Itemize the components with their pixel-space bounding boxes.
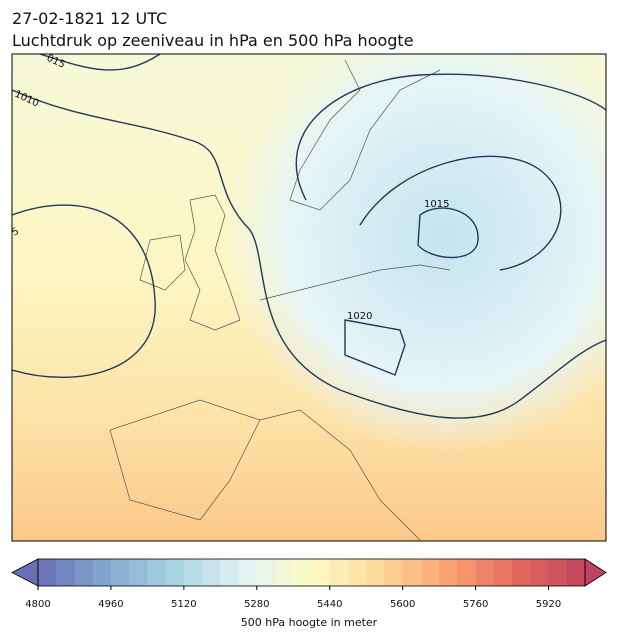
colorbar-tick-label: 5280: [244, 599, 269, 610]
colorbar-segment: [402, 559, 422, 586]
colorbar-segment: [38, 559, 57, 586]
colorbar: 4800 4960 5120 5280 5440 5600 5760 5920: [11, 558, 607, 610]
colorbar-segment: [238, 559, 258, 586]
colorbar-extend-high: [584, 558, 607, 587]
contour-label: 5: [10, 226, 21, 239]
colorbar-segment: [110, 559, 130, 586]
colorbar-segment: [202, 559, 221, 586]
colorbar-segment: [256, 559, 276, 586]
colorbar-segment: [129, 559, 148, 586]
colorbar-segment: [92, 559, 112, 586]
colorbar-segment: [220, 559, 240, 586]
colorbar-segment: [147, 559, 167, 586]
colorbar-segment: [457, 559, 477, 586]
colorbar-tick-label: 5920: [536, 599, 561, 610]
date: 27-02-1821 12 UTC: [12, 9, 167, 28]
colorbar-tick-label: 5440: [317, 599, 342, 610]
colorbar-segment: [275, 559, 294, 586]
colorbar-segment: [347, 559, 367, 586]
colorbar-segment: [475, 559, 495, 586]
colorbar-segment: [329, 559, 349, 586]
colorbar-segment: [74, 559, 94, 586]
colorbar-segment: [420, 559, 440, 586]
colorbar-tick-label: 5120: [171, 599, 196, 610]
colorbar-tick-label: 4960: [98, 599, 123, 610]
colorbar-segment: [311, 559, 331, 586]
colorbar-segment: [293, 559, 312, 586]
colorbar-tick-label: 5600: [390, 599, 415, 610]
colorbar-frame: [37, 558, 586, 587]
map: 015 1010 1015 1020 5: [10, 54, 606, 541]
colorbar-tick-label: 5760: [463, 599, 488, 610]
colorbar-segment: [566, 559, 586, 586]
colorbar-segment: [366, 559, 385, 586]
colorbar-segment: [56, 559, 75, 586]
contour-label: 1015: [424, 199, 449, 210]
title: Luchtdruk op zeeniveau in hPa en 500 hPa…: [12, 31, 414, 50]
colorbar-segment: [165, 559, 185, 586]
colorbar-label: 500 hPa hoogte in meter: [241, 616, 378, 629]
colorbar-segment: [439, 559, 458, 586]
colorbar-tick-label: 4800: [25, 599, 50, 610]
map-frame: [11, 53, 607, 542]
colorbar-segment: [548, 559, 568, 586]
colorbar-segment: [384, 559, 404, 586]
colorbar-segment: [493, 559, 513, 586]
colorbar-extend-low: [11, 558, 39, 587]
contour-label: 1020: [347, 311, 372, 322]
colorbar-segment: [183, 559, 203, 586]
colorbar-segment: [530, 559, 550, 586]
colorbar-segment: [512, 559, 531, 586]
